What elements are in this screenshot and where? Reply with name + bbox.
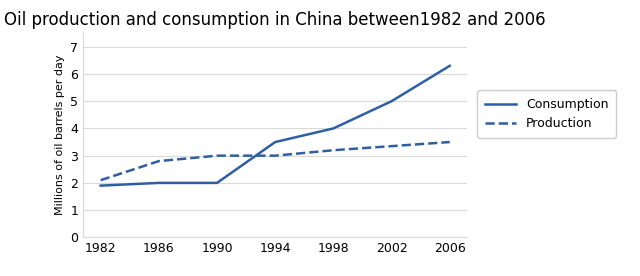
Production (271, 154, 279, 157)
Production (388, 144, 396, 148)
Consumption (271, 140, 279, 144)
Line: Consumption: Consumption (100, 66, 450, 186)
Legend: Consumption, Production: Consumption, Production (477, 91, 616, 138)
Consumption (155, 181, 163, 185)
Production (97, 179, 104, 182)
Production (446, 140, 454, 144)
Y-axis label: Millions of oil barrels per day: Millions of oil barrels per day (55, 55, 65, 216)
Consumption (330, 127, 337, 130)
Consumption (388, 100, 396, 103)
Consumption (97, 184, 104, 187)
Production (155, 160, 163, 163)
Consumption (446, 64, 454, 67)
Line: Production: Production (100, 142, 450, 180)
Production (213, 154, 221, 157)
Production (330, 148, 337, 152)
Consumption (213, 181, 221, 185)
Title: Oil production and consumption in China between1982 and 2006: Oil production and consumption in China … (4, 11, 546, 29)
